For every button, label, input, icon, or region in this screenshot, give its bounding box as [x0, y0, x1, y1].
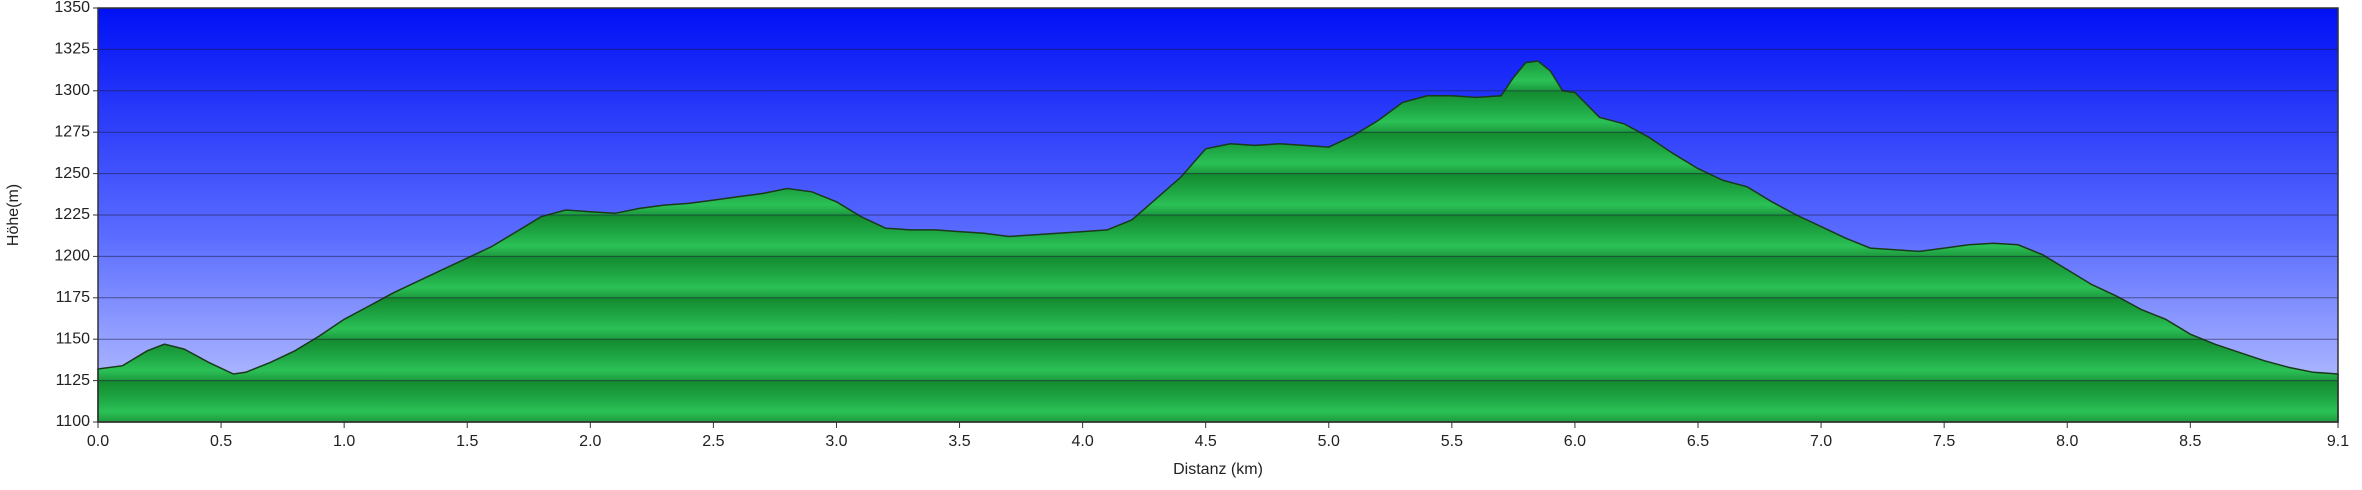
x-tick-label: 2.5 [702, 433, 724, 450]
x-tick-label: 0.5 [210, 433, 232, 450]
x-tick-label: 4.5 [1195, 433, 1217, 450]
y-tick-label: 1200 [54, 248, 90, 265]
x-tick-label: 0.0 [87, 433, 109, 450]
y-axis-label: Höhe(m) [5, 184, 22, 246]
y-tick-label: 1300 [54, 82, 90, 99]
y-tick-label: 1225 [54, 206, 90, 223]
x-tick-label: 8.5 [2179, 433, 2201, 450]
x-tick-label: 4.0 [1071, 433, 1093, 450]
x-tick-label: 6.5 [1687, 433, 1709, 450]
x-tick-label: 6.0 [1564, 433, 1586, 450]
y-tick-label: 1175 [56, 289, 91, 306]
y-tick-label: 1350 [54, 0, 90, 16]
x-tick-label: 7.5 [1933, 433, 1955, 450]
plot-frame [97, 7, 2339, 423]
x-tick-label: 2.0 [579, 433, 601, 450]
y-tick-label: 1275 [54, 123, 90, 140]
x-tick-label: 1.5 [456, 433, 478, 450]
x-tick-label: 1.0 [333, 433, 355, 450]
elevation-area [97, 60, 2339, 423]
x-tick-label: 8.0 [2056, 433, 2078, 450]
y-tick-label: 1100 [56, 413, 91, 430]
y-tick-label: 1325 [54, 41, 90, 58]
x-tick-label: 3.5 [948, 433, 970, 450]
x-tick-label: 3.0 [825, 433, 847, 450]
x-tick-label: 7.0 [1810, 433, 1832, 450]
x-tick-label: 5.0 [1318, 433, 1340, 450]
y-tick-label: 1250 [54, 165, 90, 182]
y-tick-label: 1150 [56, 330, 91, 347]
x-tick-label: 9.1 [2327, 433, 2349, 450]
y-tick-label: 1125 [56, 372, 91, 389]
x-axis-label: Distanz (km) [1173, 461, 1263, 478]
x-tick-label: 5.5 [1441, 433, 1463, 450]
